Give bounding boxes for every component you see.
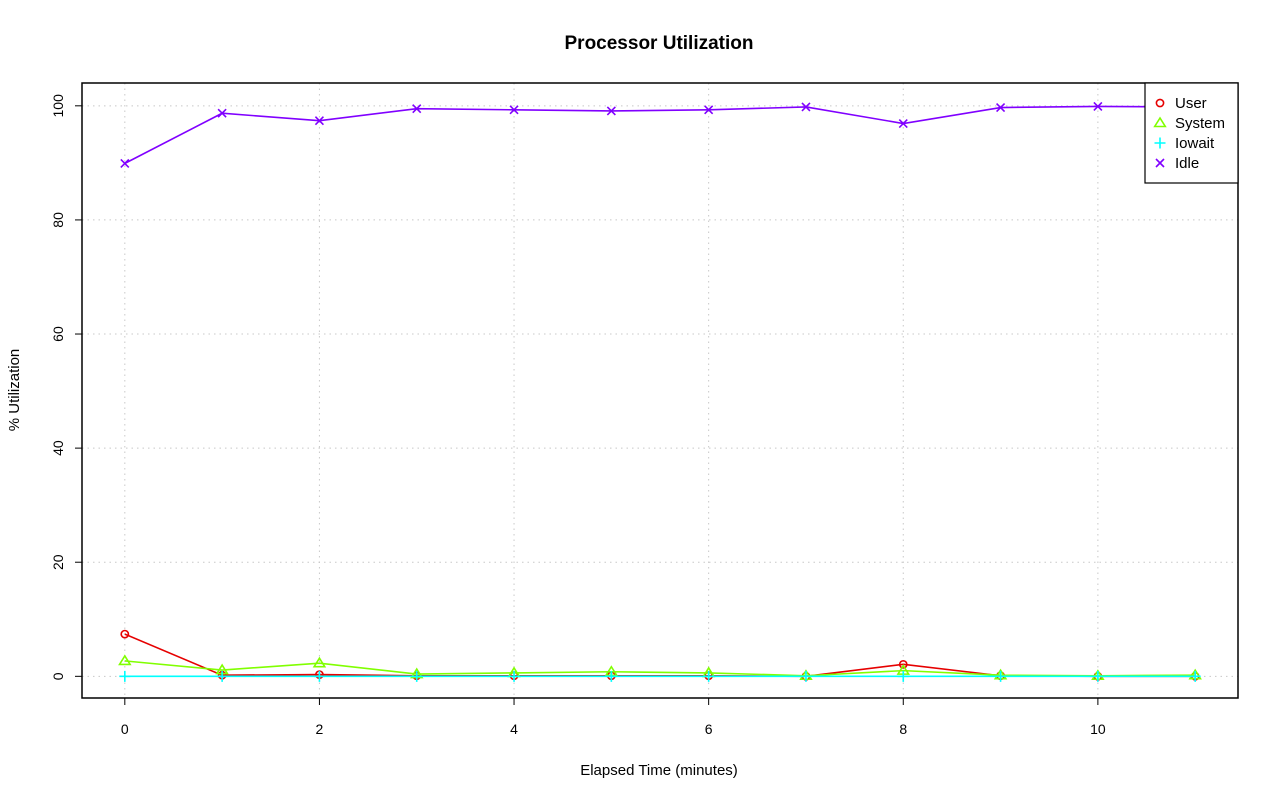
y-tick-label: 80 xyxy=(50,212,66,228)
data-point-iowait xyxy=(313,670,325,682)
data-point-idle xyxy=(314,116,324,126)
y-tick-label: 60 xyxy=(50,326,66,342)
data-point-user xyxy=(898,659,908,669)
data-point-iowait xyxy=(995,670,1007,682)
legend-label-iowait: Iowait xyxy=(1175,135,1215,152)
x-tick-label: 10 xyxy=(1090,721,1106,737)
legend-label-idle: Idle xyxy=(1175,155,1199,172)
series-group xyxy=(118,101,1202,682)
data-point-idle xyxy=(1093,101,1103,111)
series-idle xyxy=(120,101,1200,169)
data-point-iowait xyxy=(216,670,228,682)
x-tick-label: 6 xyxy=(705,721,713,737)
series-line-idle xyxy=(124,105,1196,165)
data-point-iowait xyxy=(897,670,909,682)
y-tick-label: 100 xyxy=(50,94,66,118)
data-point-iowait xyxy=(508,670,520,682)
plot-frame xyxy=(81,82,1239,699)
legend-marker-idle xyxy=(1155,158,1165,168)
y-tick-label: 40 xyxy=(50,440,66,456)
data-point-iowait xyxy=(1189,670,1201,682)
data-point-iowait xyxy=(800,670,812,682)
x-tick-label: 0 xyxy=(121,721,129,737)
data-point-idle xyxy=(704,105,714,115)
data-point-iowait xyxy=(411,670,423,682)
data-point-idle xyxy=(606,106,616,116)
x-tick-label: 4 xyxy=(510,721,518,737)
grid-lines xyxy=(82,83,1238,698)
data-point-user xyxy=(120,629,130,639)
data-point-iowait xyxy=(1092,670,1104,682)
data-point-system xyxy=(118,654,132,666)
series-line-user xyxy=(124,633,1196,678)
y-tick-label: 20 xyxy=(50,554,66,570)
legend-label-system: System xyxy=(1175,115,1225,132)
data-point-idle xyxy=(120,158,130,169)
data-point-idle xyxy=(801,102,811,112)
series-iowait xyxy=(119,670,1201,682)
data-point-idle xyxy=(898,118,908,129)
data-point-system xyxy=(312,656,327,668)
legend-marker-iowait xyxy=(1154,137,1166,149)
data-point-iowait xyxy=(703,670,715,682)
y-tick-label: 0 xyxy=(50,672,66,680)
y-axis-label: % Utilization xyxy=(6,349,23,432)
y-axis: 0 20 40 60 80 100 xyxy=(50,94,83,680)
data-point-idle xyxy=(217,108,227,118)
x-axis: 0 2 4 6 8 10 xyxy=(121,697,1106,737)
x-tick-label: 8 xyxy=(899,721,907,737)
data-point-idle xyxy=(996,102,1006,113)
legend: User System Iowait Idle xyxy=(1144,82,1239,184)
series-line-system xyxy=(124,660,1196,677)
legend-label-user: User xyxy=(1175,95,1207,112)
chart-title: Processor Utilization xyxy=(565,33,754,54)
data-point-iowait xyxy=(605,670,617,682)
legend-marker-system xyxy=(1153,116,1167,128)
x-axis-label: Elapsed Time (minutes) xyxy=(580,762,738,779)
data-point-iowait xyxy=(119,670,131,682)
legend-marker-user xyxy=(1155,98,1165,108)
x-tick-label: 2 xyxy=(316,721,324,737)
data-point-idle xyxy=(412,104,422,114)
data-point-idle xyxy=(509,105,519,115)
